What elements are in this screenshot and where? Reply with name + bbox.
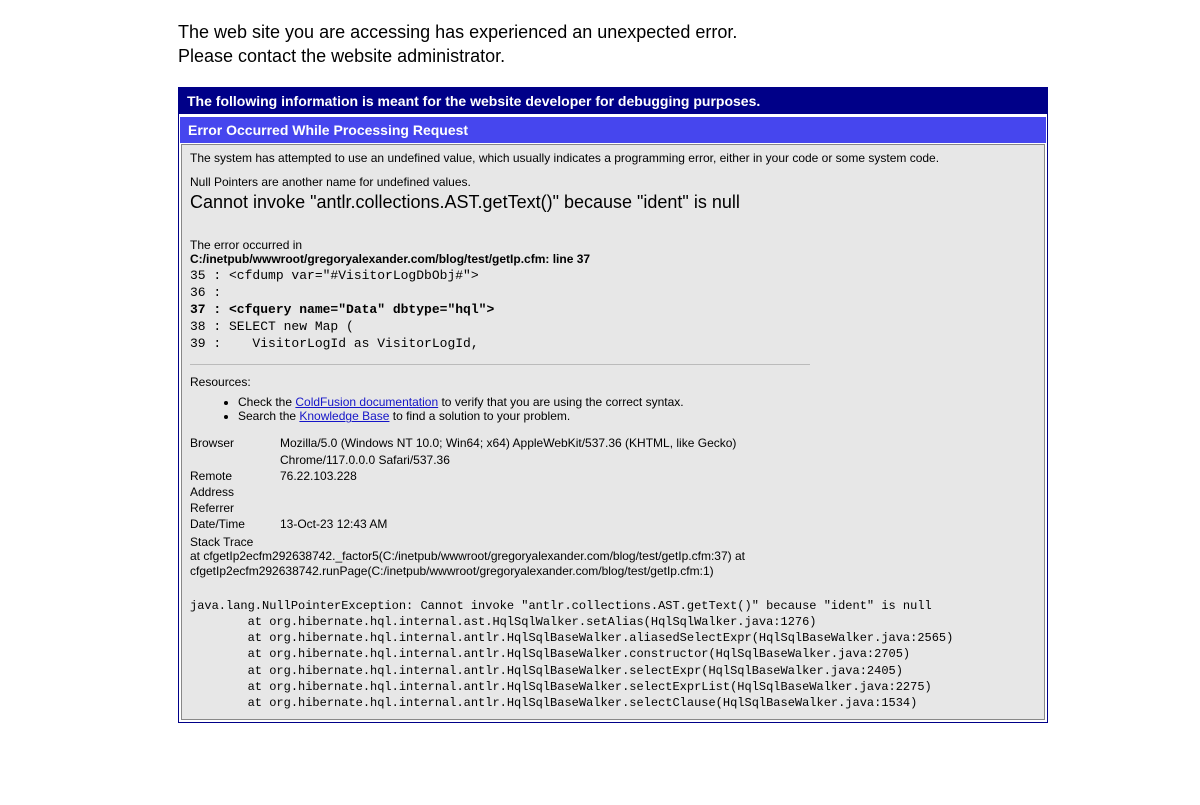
intro-line-1: The web site you are accessing has exper… — [178, 22, 737, 42]
datetime-value: 13-Oct-23 12:43 AM — [280, 516, 840, 532]
referrer-value — [280, 500, 840, 516]
meta-row-browser: Browser Mozilla/5.0 (Windows NT 10.0; Wi… — [190, 435, 840, 467]
meta-table: Browser Mozilla/5.0 (Windows NT 10.0; Wi… — [190, 435, 840, 532]
remote-value: 76.22.103.228 — [280, 468, 840, 500]
code-line-38: 38 : SELECT new Map ( — [190, 319, 354, 334]
intro-line-2: Please contact the website administrator… — [178, 46, 505, 66]
occurred-in-label: The error occurred in — [190, 238, 1036, 252]
null-pointer-note: Null Pointers are another name for undef… — [190, 175, 1036, 189]
res1-pre: Check the — [238, 395, 295, 409]
resources-list: Check the ColdFusion documentation to ve… — [190, 395, 1036, 423]
java-stack-trace: java.lang.NullPointerException: Cannot i… — [190, 598, 1036, 711]
error-banner: Error Occurred While Processing Request — [179, 114, 1047, 144]
file-path-line: C:/inetpub/wwwroot/gregoryalexander.com/… — [190, 252, 1036, 266]
knowledge-base-link[interactable]: Knowledge Base — [299, 409, 389, 423]
stack-at-lines: at cfgetIp2ecfm292638742._factor5(C:/ine… — [190, 549, 1036, 580]
error-content: The system has attempted to use an undef… — [181, 144, 1045, 720]
code-line-35: 35 : <cfdump var="#VisitorLogDbObj#"> — [190, 268, 479, 283]
meta-row-referrer: Referrer — [190, 500, 840, 516]
code-line-37: 37 : <cfquery name="Data" dbtype="hql"> — [190, 302, 494, 317]
browser-value: Mozilla/5.0 (Windows NT 10.0; Win64; x64… — [280, 435, 840, 467]
res1-post: to verify that you are using the correct… — [438, 395, 683, 409]
page-container: The web site you are accessing has exper… — [178, 20, 1048, 723]
resource-item-2: Search the Knowledge Base to find a solu… — [238, 409, 1036, 423]
browser-label: Browser — [190, 435, 280, 467]
res2-pre: Search the — [238, 409, 299, 423]
debug-banner: The following information is meant for t… — [179, 88, 1047, 114]
error-headline: Cannot invoke "antlr.collections.AST.get… — [190, 191, 750, 214]
resources-label: Resources: — [190, 375, 1036, 389]
meta-row-datetime: Date/Time 13-Oct-23 12:43 AM — [190, 516, 840, 532]
referrer-label: Referrer — [190, 500, 280, 516]
remote-label: Remote Address — [190, 468, 280, 500]
res2-post: to find a solution to your problem. — [389, 409, 570, 423]
meta-row-remote: Remote Address 76.22.103.228 — [190, 468, 840, 500]
coldfusion-docs-link[interactable]: ColdFusion documentation — [295, 395, 438, 409]
intro-message: The web site you are accessing has exper… — [178, 20, 1048, 69]
code-line-39: 39 : VisitorLogId as VisitorLogId, — [190, 336, 479, 351]
resource-item-1: Check the ColdFusion documentation to ve… — [238, 395, 1036, 409]
system-message: The system has attempted to use an undef… — [190, 151, 1036, 165]
code-line-36: 36 : — [190, 285, 229, 300]
stack-trace-label: Stack Trace — [190, 535, 1036, 549]
error-outer-box: The following information is meant for t… — [178, 87, 1048, 723]
separator — [190, 364, 810, 365]
datetime-label: Date/Time — [190, 516, 280, 532]
code-snippet: 35 : <cfdump var="#VisitorLogDbObj#"> 36… — [190, 268, 1036, 352]
